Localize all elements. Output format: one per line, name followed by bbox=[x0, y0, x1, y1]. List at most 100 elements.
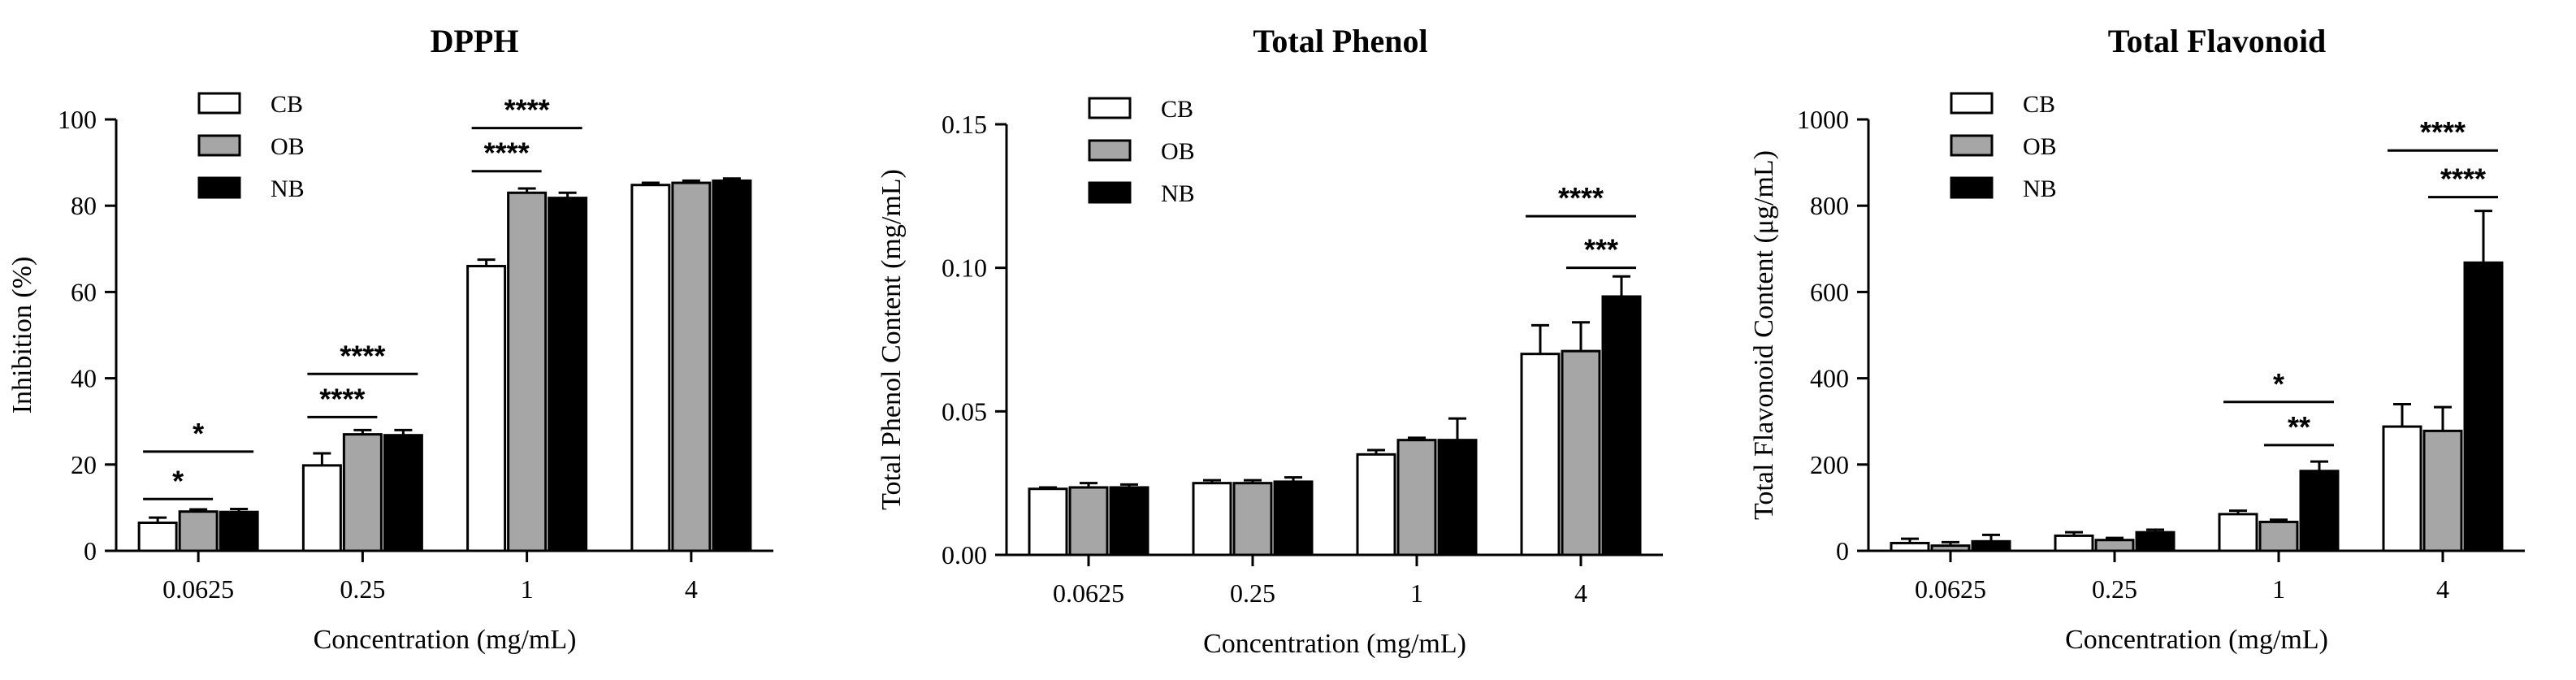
legend-label: NB bbox=[271, 175, 305, 202]
bar-cb bbox=[1356, 453, 1396, 557]
x-tick-label: 0.0625 bbox=[1053, 578, 1124, 608]
x-axis-label: Concentration (mg/mL) bbox=[314, 625, 577, 655]
y-axis-label: Inhibition (%) bbox=[7, 257, 37, 414]
bar-nb bbox=[2299, 470, 2340, 552]
bar-ob bbox=[1561, 349, 1601, 557]
bar-nb bbox=[1273, 480, 1314, 557]
legend-swatch-cb bbox=[197, 92, 241, 115]
legend-swatch-nb bbox=[1950, 176, 1994, 199]
bar-nb bbox=[2463, 261, 2504, 552]
y-axis-label: Total Phenol Content (mg/mL) bbox=[877, 169, 907, 510]
y-tick-label: 600 bbox=[1810, 277, 1849, 306]
y-tick-label: 0 bbox=[84, 536, 97, 565]
bar-cb bbox=[1028, 487, 1068, 557]
bar-cb bbox=[2218, 513, 2258, 552]
bar-cb bbox=[1192, 482, 1232, 557]
legend-label: CB bbox=[2023, 91, 2055, 118]
bar-cb bbox=[1520, 353, 1561, 557]
legend-label: OB bbox=[2023, 133, 2057, 160]
legend-swatch-nb bbox=[197, 176, 241, 199]
significance-label: **** bbox=[1558, 181, 1604, 214]
bar-nb bbox=[712, 179, 752, 552]
x-tick-label: 0.0625 bbox=[1915, 574, 1986, 604]
y-tick-label: 0.10 bbox=[942, 253, 987, 283]
x-tick-label: 4 bbox=[2436, 574, 2449, 604]
y-tick-label: 60 bbox=[71, 277, 97, 306]
bar-ob bbox=[178, 510, 219, 552]
significance-label: *** bbox=[1584, 233, 1618, 266]
y-tick-label: 80 bbox=[71, 191, 97, 220]
legend-label: NB bbox=[1161, 180, 1195, 207]
legend-swatch-ob bbox=[197, 134, 241, 157]
significance-label: * bbox=[172, 464, 184, 497]
bar-cb bbox=[630, 184, 671, 552]
y-tick-label: 200 bbox=[1810, 450, 1849, 479]
bar-ob bbox=[1930, 544, 1971, 552]
legend-label: OB bbox=[271, 133, 305, 160]
bar-ob bbox=[1068, 486, 1109, 557]
legend-label: NB bbox=[2023, 175, 2057, 202]
bar-ob bbox=[1396, 439, 1437, 557]
bar-nb bbox=[548, 197, 588, 552]
y-tick-label: 0.15 bbox=[942, 110, 987, 139]
significance-label: **** bbox=[2420, 115, 2466, 149]
bar-cb bbox=[1890, 541, 1930, 552]
x-tick-label: 0.25 bbox=[2092, 574, 2137, 604]
x-tick-label: 0.0625 bbox=[162, 574, 234, 604]
legend-swatch-nb bbox=[1088, 181, 1132, 204]
bar-cb bbox=[2382, 425, 2422, 552]
bar-ob bbox=[342, 433, 383, 552]
bar-nb bbox=[1109, 486, 1149, 557]
legend-label: CB bbox=[1161, 96, 1193, 123]
bar-cb bbox=[466, 265, 507, 552]
bar-ob bbox=[2422, 429, 2463, 552]
legend-label: CB bbox=[271, 91, 303, 118]
significance-label: **** bbox=[340, 339, 385, 372]
legend-swatch-cb bbox=[1088, 97, 1132, 119]
x-tick-label: 0.25 bbox=[1230, 578, 1275, 608]
x-tick-label: 1 bbox=[1410, 578, 1423, 608]
bar-nb bbox=[383, 434, 423, 552]
x-tick-label: 4 bbox=[685, 574, 698, 604]
bar-ob bbox=[507, 191, 548, 552]
bar-nb bbox=[1437, 439, 1478, 557]
bar-nb bbox=[219, 510, 259, 552]
y-tick-label: 400 bbox=[1810, 364, 1849, 393]
y-axis-label: Total Flavonoid Content (μg/mL) bbox=[1749, 150, 1779, 520]
y-tick-label: 0.05 bbox=[942, 396, 987, 426]
significance-label: * bbox=[2273, 367, 2284, 401]
total-phenol-chart: Total Phenol 0.00 0.05 0.10 0.15 Total Phenol… bbox=[877, 23, 1663, 659]
significance-label: **** bbox=[319, 382, 365, 415]
bar-ob bbox=[2094, 539, 2135, 552]
legend-swatch-cb bbox=[1950, 92, 1994, 115]
significance-label: ** bbox=[2288, 410, 2310, 444]
x-tick-label: 1 bbox=[521, 574, 534, 604]
y-tick-label: 0.00 bbox=[942, 540, 987, 570]
total-flavonoid-chart: Total Flavonoid 0 200 400 600 800 1000 Total Fl… bbox=[1749, 23, 2525, 655]
significance-label: **** bbox=[504, 93, 550, 127]
y-tick-label: 100 bbox=[58, 105, 97, 134]
x-tick-label: 1 bbox=[2272, 574, 2285, 604]
dpph-chart: DPPH 0 20 40 60 80 100 Inhibition (%) 0.0625 0.25… bbox=[7, 23, 773, 655]
bar-nb bbox=[2135, 531, 2176, 552]
significance-label: **** bbox=[2440, 162, 2486, 196]
y-tick-label: 40 bbox=[71, 364, 97, 393]
significance-label: * bbox=[193, 417, 204, 450]
bar-cb bbox=[137, 521, 178, 552]
bar-ob bbox=[2258, 520, 2299, 552]
bar-cb bbox=[301, 464, 342, 552]
bar-ob bbox=[671, 181, 712, 552]
y-tick-label: 1000 bbox=[1797, 105, 1849, 134]
significance-label: **** bbox=[484, 136, 530, 170]
y-tick-label: 20 bbox=[71, 450, 97, 479]
y-tick-label: 0 bbox=[1836, 536, 1849, 565]
x-tick-label: 0.25 bbox=[340, 574, 385, 604]
bar-ob bbox=[1232, 482, 1273, 557]
bar-cb bbox=[2054, 534, 2094, 552]
chart-title: Total Flavonoid bbox=[2108, 23, 2327, 59]
legend-swatch-ob bbox=[1088, 139, 1132, 162]
legend-label: OB bbox=[1161, 138, 1195, 165]
y-tick-label: 800 bbox=[1810, 191, 1849, 220]
chart-title: Total Phenol bbox=[1253, 23, 1427, 59]
